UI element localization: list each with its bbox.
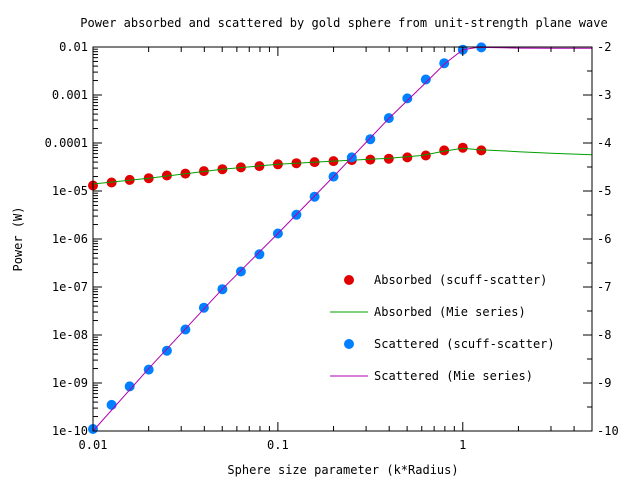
y-tick-label: 0.01 <box>59 40 88 54</box>
y-tick-label: 0.0001 <box>45 136 88 150</box>
legend-label: Absorbed (scuff-scatter) <box>374 273 547 287</box>
y2-tick-label: -2 <box>597 40 611 54</box>
legend-label: Scattered (Mie series) <box>374 369 533 383</box>
series-line <box>92 46 592 432</box>
data-point <box>254 249 265 260</box>
legend-label: Scattered (scuff-scatter) <box>374 337 555 351</box>
data-point <box>235 266 246 277</box>
data-point <box>420 150 431 161</box>
y2-tick-label: -10 <box>597 424 619 438</box>
y-tick-label: 1e-05 <box>52 184 88 198</box>
data-point <box>402 93 413 104</box>
legend-swatch <box>344 275 354 285</box>
data-point <box>106 399 117 410</box>
x-axis-label: Sphere size parameter (k*Radius) <box>227 463 458 477</box>
x-tick-label: 0.01 <box>79 438 108 452</box>
data-point <box>198 302 209 313</box>
y-axis: 1e-10 1e-09 1e-08 1e-07 1e-06 1e-05 0.0001 0.00… <box>45 40 102 438</box>
y2-tick-label: -4 <box>597 136 611 150</box>
series-3 <box>92 46 592 432</box>
data-point <box>476 145 487 156</box>
y2-tick-label: -5 <box>597 184 611 198</box>
series-1 <box>92 147 593 185</box>
data-point <box>439 145 450 156</box>
y-tick-label: 1e-10 <box>52 424 88 438</box>
y-tick-label: 0.001 <box>52 88 88 102</box>
y-tick-label: 1e-06 <box>52 232 88 246</box>
x-tick-label: 1 <box>459 438 466 452</box>
series-line <box>92 147 593 185</box>
data-point <box>124 381 135 392</box>
legend-label: Absorbed (Mie series) <box>374 305 526 319</box>
y2-tick-label: -9 <box>597 376 611 390</box>
data-point <box>161 345 172 356</box>
y-tick-label: 1e-08 <box>52 328 88 342</box>
y2-tick-label: -6 <box>597 232 611 246</box>
data-point <box>402 152 413 163</box>
y2-tick-label: -7 <box>597 280 611 294</box>
x-tick-label: 0.1 <box>267 438 289 452</box>
y-axis-label: Power (W) <box>11 206 25 271</box>
data-point <box>420 74 431 85</box>
y2-tick-label: -8 <box>597 328 611 342</box>
y2-axis: -10 -9 -8 -7 -6 -5 -4 -3 -2 <box>583 40 619 438</box>
data-point <box>439 58 450 69</box>
legend: Absorbed (scuff-scatter) Absorbed (Mie se… <box>330 273 555 383</box>
x-axis: 0.01 0.1 1 <box>79 47 575 452</box>
y-tick-label: 1e-09 <box>52 376 88 390</box>
y2-tick-label: -3 <box>597 88 611 102</box>
data-point <box>365 134 376 145</box>
y-tick-label: 1e-07 <box>52 280 88 294</box>
series-0 <box>88 142 487 191</box>
legend-swatch <box>344 339 354 349</box>
chart-title: Power absorbed and scattered by gold sph… <box>80 16 607 30</box>
